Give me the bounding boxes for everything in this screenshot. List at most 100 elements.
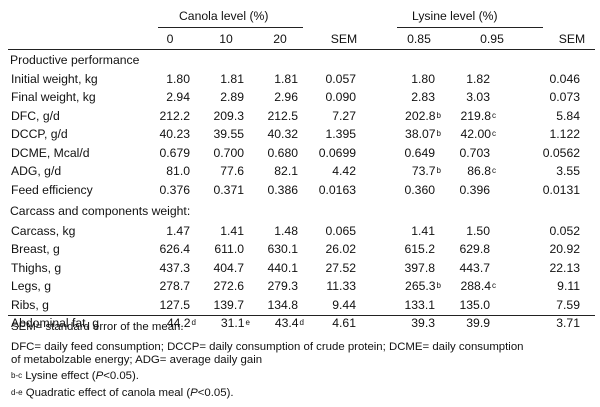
table-cell: 39.3 [365,316,435,330]
table-cell: 0.360 [365,183,436,197]
table-cell: 2.83 [365,90,435,104]
table-cell: 7.27 [286,109,356,123]
cell-value: 39.3 [411,316,435,330]
footnote-lysine-text: Lysine effect ( [22,370,96,382]
cell-value: 0.376 [159,182,191,197]
table-cell: 73.7b [371,164,441,178]
cell-value: 40.23 [159,127,191,141]
cell-value: 81.0 [166,164,190,178]
row-label: Thighs, g [11,260,62,275]
cell-value: 629.8 [459,242,491,256]
cell-value: 86.8 [467,164,491,178]
header-bottom-rule [8,49,595,50]
col-header-sem-canola: SEM [330,32,358,46]
table-cell: 77.6 [174,164,244,178]
table-cell: 0.680 [228,146,299,160]
table-cell: 3.55 [510,164,580,178]
row-label: DFC, g/d [11,108,60,123]
cell-value: 1.48 [274,223,298,238]
cell-value: 9.44 [332,297,356,312]
table-cell: 1.50 [420,224,490,238]
table-cell: 4.42 [286,164,356,178]
cell-value: 1.81 [274,71,298,86]
table-cell: 209.3 [174,109,245,123]
significance-superscript: b [436,166,441,175]
cell-value: 135.0 [459,297,491,312]
table-cell: 1.81 [174,72,244,86]
table-cell: 202.8b [371,109,441,123]
table-cell: 40.32 [228,127,299,141]
table-cell: 139.7 [174,298,245,312]
table-cell: 1.41 [174,224,244,238]
cell-value: 212.2 [159,108,191,123]
table-cell: 0.396 [420,183,491,197]
cell-value: 5.84 [556,108,580,123]
cell-value: 40.32 [267,127,299,141]
table-cell: 81.0 [120,164,190,178]
table-cell: 1.395 [286,127,357,141]
table-cell: 1.122 [510,127,581,141]
significance-superscript: c [492,281,496,290]
cell-value: 39.55 [213,127,245,141]
cell-value: 219.8 [460,108,492,123]
cell-value: 437.3 [159,260,191,275]
significance-superscript: b [436,281,441,290]
table-cell: 212.2 [120,108,191,123]
cell-value: 0.0163 [318,182,356,197]
table-bottom-rule [8,315,595,316]
table-cell: 0.057 [286,72,357,86]
table-cell: 26.02 [286,242,357,256]
table-cell: 22.13 [510,261,581,275]
table-cell: 440.1 [228,260,299,275]
table-cell: 611.0 [174,242,244,256]
table-cell: 127.5 [120,298,191,312]
group-header-lysine: Lysine level (%) [412,9,498,23]
cell-value: 1.82 [466,71,490,86]
significance-superscript: e [245,318,250,327]
table-cell: 0.052 [510,224,581,238]
cell-value: 440.1 [267,260,299,275]
footnote-lysine-effect: b-c Lysine effect (P<0.05). [11,370,139,383]
footnote-lysine-p: P [95,370,104,382]
table-cell: 31.1e [180,316,250,330]
cell-value: 1.81 [220,71,244,86]
table-cell: 1.80 [120,72,190,86]
row-label: Breast, g [11,242,60,256]
cell-value: 3.03 [466,90,490,104]
row-label: Legs, g [11,279,51,293]
cell-value: 134.8 [267,297,299,312]
table-cell: 5.84 [510,109,580,123]
table-cell: 1.80 [365,72,435,86]
table-cell: 0.073 [510,90,581,104]
cell-value: 3.71 [556,316,580,330]
table-cell: 0.649 [365,146,436,160]
row-label: Abdominal fat, g [11,316,100,330]
cell-value: 0.371 [213,182,245,197]
row-label: Initial weight, kg [11,71,98,86]
cell-value: 0.703 [459,145,491,160]
col-header-canola-0: 0 [166,32,174,46]
table-cell: 1.41 [365,224,435,238]
table-cell: 134.8 [228,297,299,312]
footnote-lysine-threshold: <0.05). [103,370,139,382]
table-cell: 0.371 [174,182,245,197]
cell-value: 0.073 [549,90,581,104]
cell-value: 1.80 [411,71,435,86]
cell-value: 404.7 [213,260,245,275]
col-header-lysine-095: 0.95 [480,32,504,46]
group-underline-lysine [397,27,543,28]
table-cell: 0.0131 [510,183,580,197]
table-cell: 3.03 [420,90,490,104]
cell-value: 2.96 [274,90,298,104]
significance-superscript: b [436,129,441,138]
cell-value: 4.42 [332,164,356,178]
significance-superscript: c [492,110,496,120]
cell-value: 288.4 [460,279,492,293]
row-label: Carcass, kg [11,223,76,238]
table-cell: 27.52 [286,261,357,275]
cell-value: 39.9 [466,316,490,330]
cell-value: 7.59 [556,297,580,312]
table-cell: 7.59 [510,298,580,312]
table-cell: 4.61 [286,316,356,330]
